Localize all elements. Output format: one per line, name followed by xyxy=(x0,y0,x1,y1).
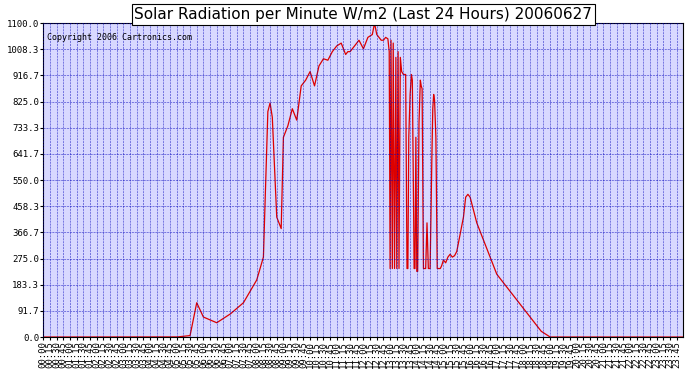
Title: Solar Radiation per Minute W/m2 (Last 24 Hours) 20060627: Solar Radiation per Minute W/m2 (Last 24… xyxy=(135,7,592,22)
Text: Copyright 2006 Cartronics.com: Copyright 2006 Cartronics.com xyxy=(46,33,192,42)
